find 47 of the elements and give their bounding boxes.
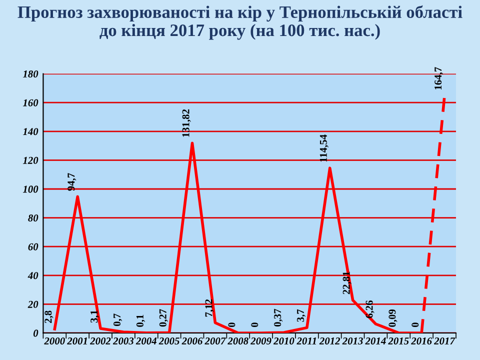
- data-label: 164,7: [434, 67, 444, 90]
- data-label: 0: [412, 322, 419, 328]
- data-label: 0,37: [274, 308, 283, 327]
- data-label: 7,12: [205, 299, 214, 317]
- data-label: 94,7: [68, 173, 76, 191]
- x-tick-label: 2008: [228, 337, 248, 344]
- data-label: 0,27: [159, 309, 168, 327]
- data-label: 6,26: [366, 300, 374, 318]
- data-label: 114,54: [320, 134, 328, 162]
- y-tick-label: 140: [22, 128, 38, 136]
- y-tick-label: 120: [22, 156, 38, 164]
- x-tick-label: 2014: [365, 337, 386, 344]
- data-label: 0,7: [113, 314, 122, 326]
- x-tick-label: 2004: [136, 337, 156, 344]
- y-tick-label: 60: [28, 243, 38, 250]
- x-tick-label: 2015: [388, 337, 409, 344]
- y-tick-label: 0: [33, 330, 38, 337]
- data-label: 0: [228, 322, 236, 328]
- x-tick-label: 2016: [411, 337, 432, 344]
- x-tick-label: 2006: [182, 337, 203, 344]
- y-tick-label: 40: [28, 272, 38, 280]
- x-tick-label: 2012: [319, 337, 340, 344]
- x-tick-label: 2013: [342, 337, 363, 344]
- data-label: 0,09: [388, 309, 398, 327]
- x-tick-label: 2003: [112, 337, 134, 344]
- y-tick-label: 180: [22, 70, 38, 78]
- x-tick-label: 2007: [204, 337, 226, 344]
- data-label: 0: [251, 322, 258, 328]
- chart-title: Прогноз захворюваності на кір у Тернопільській області до кінця 2017 року (на 100 тис. нас.): [18, 5, 462, 40]
- x-tick-label: 2010: [273, 337, 294, 344]
- data-label: 2,8: [44, 310, 54, 323]
- x-tick-label: 2011: [296, 337, 316, 344]
- y-tick-label: 80: [28, 214, 38, 222]
- x-tick-label: 2017: [434, 337, 456, 344]
- data-label: 0,1: [136, 314, 145, 327]
- y-tick-label: 100: [22, 186, 38, 193]
- x-tick-label: 2009: [250, 337, 272, 344]
- x-tick-label: 2001: [67, 337, 87, 344]
- data-label: 3,7: [296, 309, 306, 322]
- y-tick-label: 20: [28, 300, 38, 308]
- x-tick-label: 2002: [90, 337, 111, 344]
- data-label: 22,81: [342, 272, 352, 294]
- x-tick-label: 2000: [44, 337, 65, 344]
- data-label: 3,1: [90, 310, 100, 323]
- x-tick-label: 2005: [158, 337, 180, 344]
- data-label: 131,82: [182, 109, 191, 137]
- y-tick-label: 160: [22, 99, 38, 106]
